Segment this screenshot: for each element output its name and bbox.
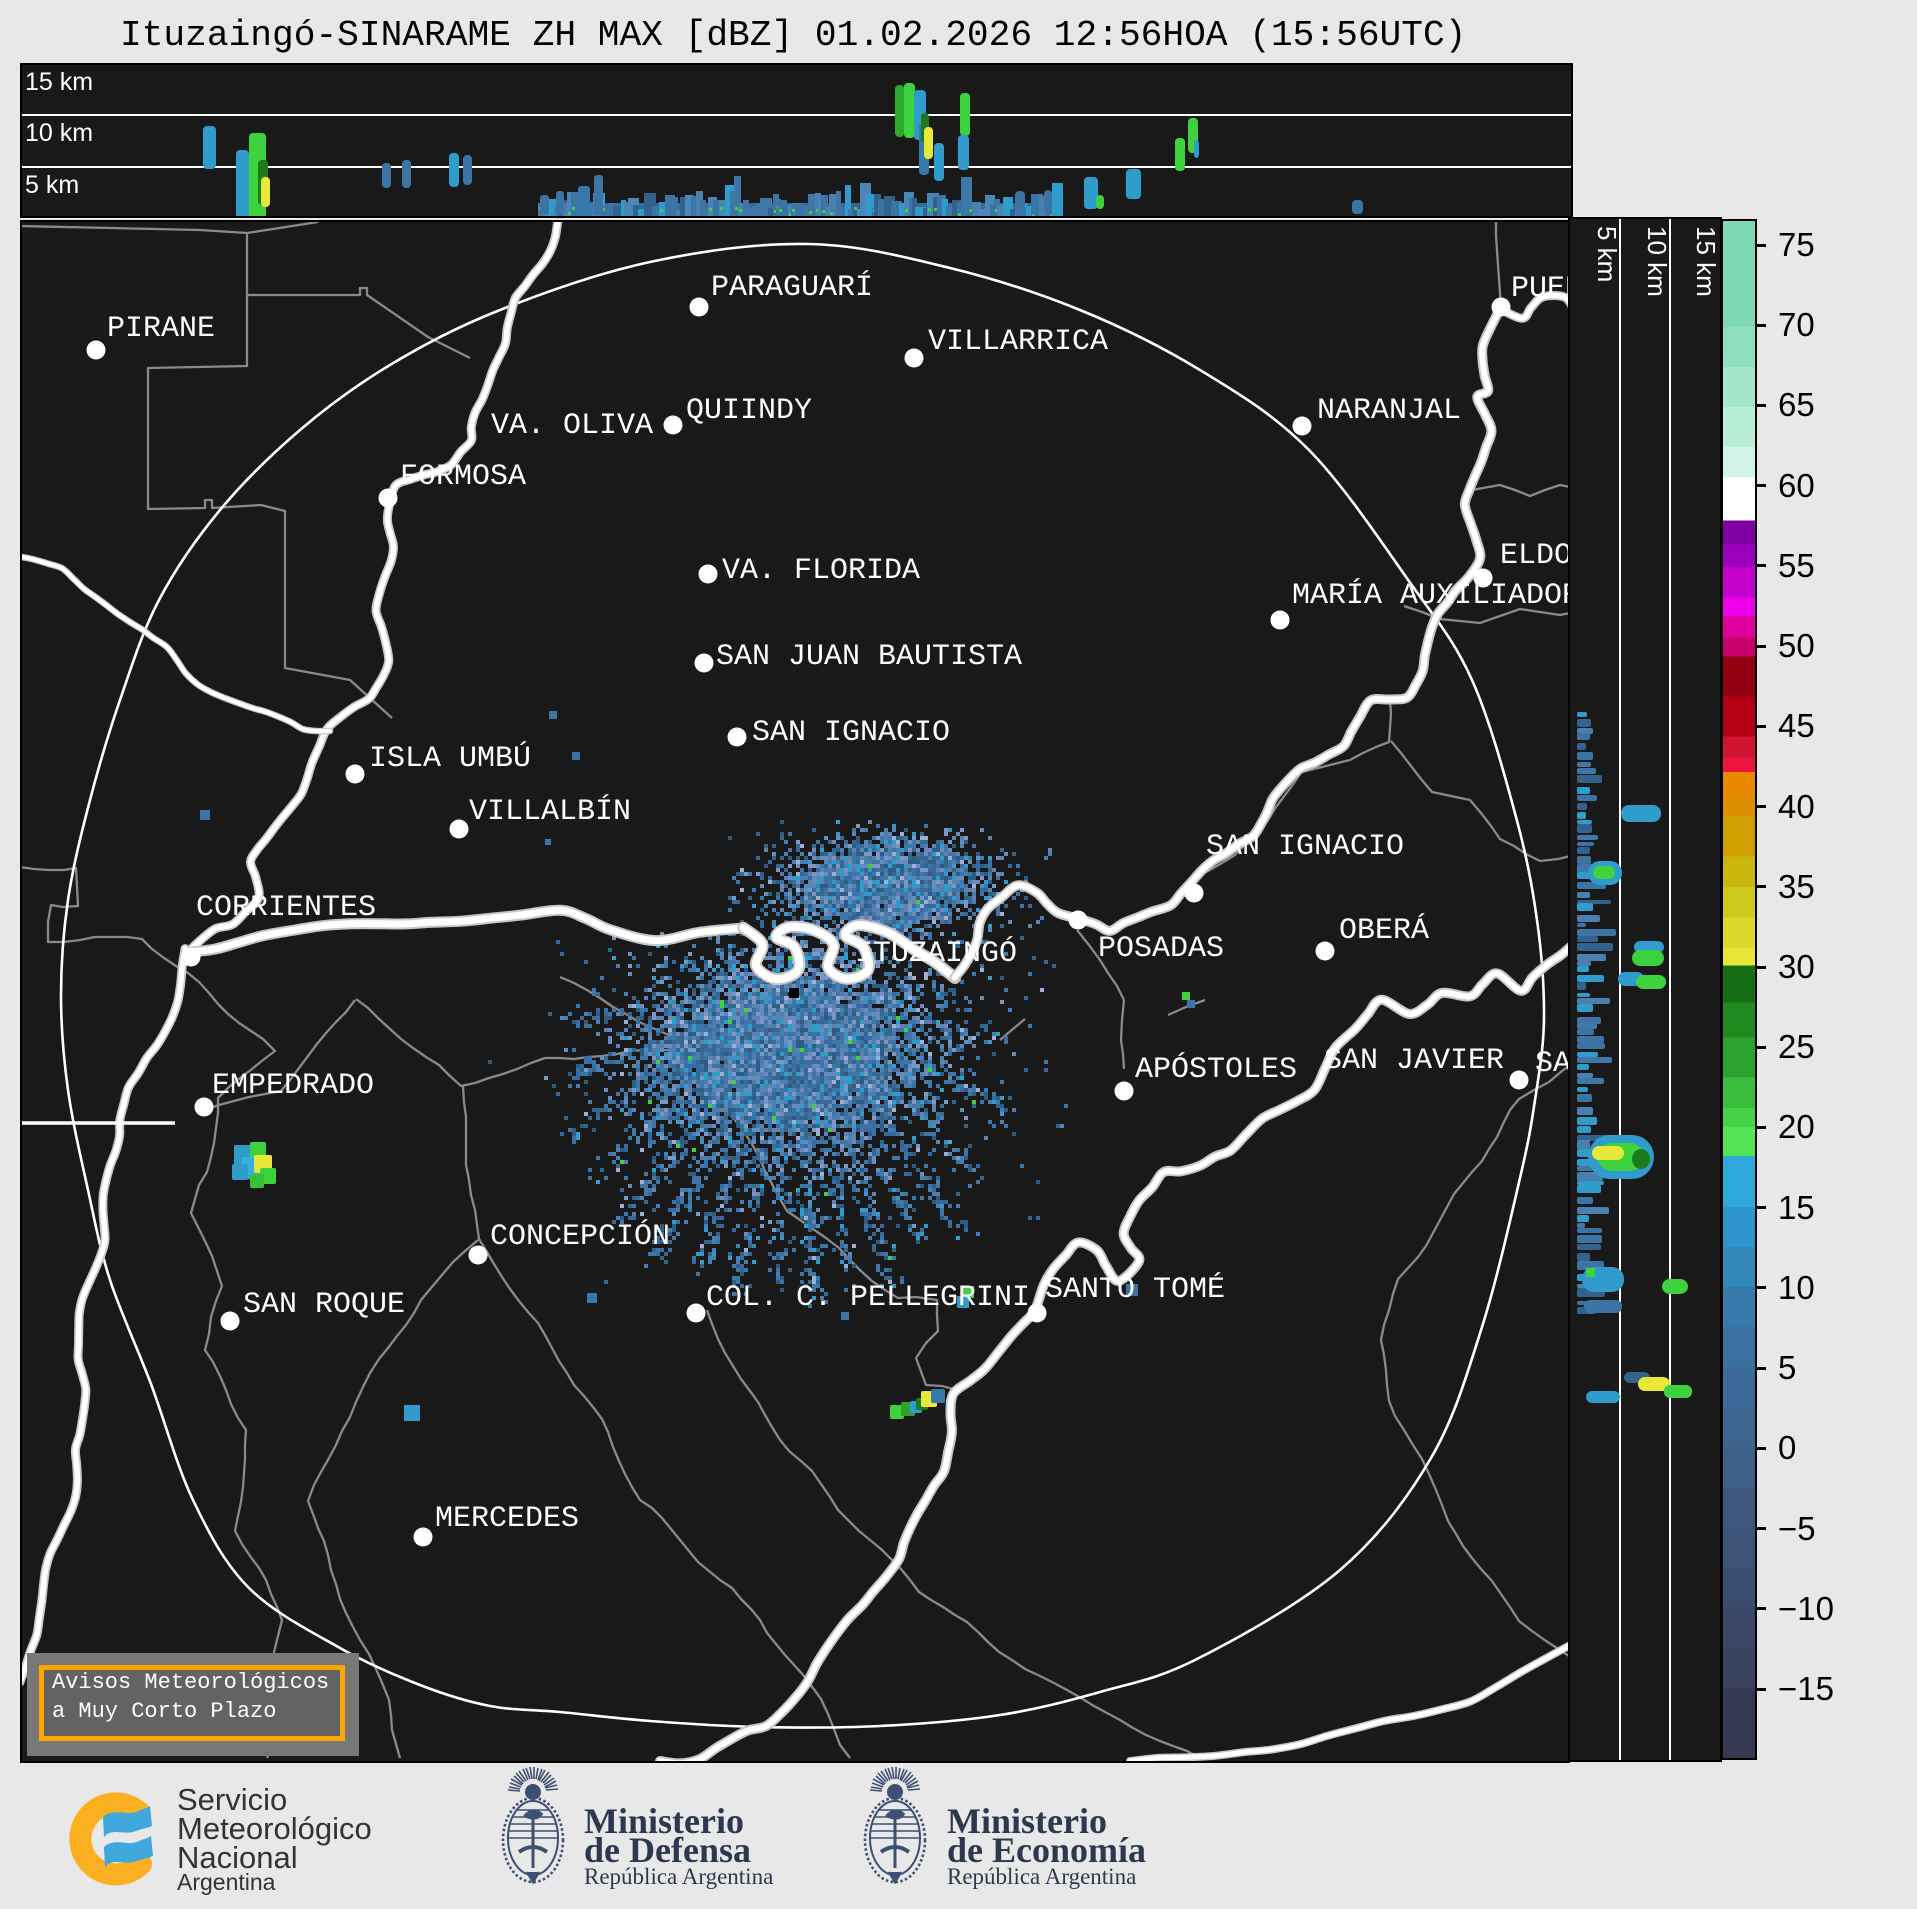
svg-text:Servicio: Servicio <box>177 1782 287 1817</box>
svg-text:OBERÁ: OBERÁ <box>1339 913 1429 948</box>
svg-text:PIRANE: PIRANE <box>107 312 215 346</box>
svg-text:QUIINDY: QUIINDY <box>686 394 812 428</box>
svg-text:5 km: 5 km <box>25 171 79 199</box>
svg-text:APÓSTOLES: APÓSTOLES <box>1135 1052 1297 1087</box>
svg-text:ISLA UMBÚ: ISLA UMBÚ <box>369 741 531 776</box>
svg-text:10 km: 10 km <box>25 119 93 147</box>
svg-text:ELDORADO: ELDORADO <box>1500 539 1568 573</box>
svg-text:República Argentina: República Argentina <box>947 1864 1136 1889</box>
svg-text:VA. OLIVA: VA. OLIVA <box>491 409 653 443</box>
svg-text:FORMOSA: FORMOSA <box>400 460 526 494</box>
svg-text:VILLARRICA: VILLARRICA <box>928 325 1108 359</box>
svg-text:MERCEDES: MERCEDES <box>435 1502 579 1536</box>
svg-text:SAN JUAN BAUTISTA: SAN JUAN BAUTISTA <box>716 640 1022 674</box>
svg-text:15 km: 15 km <box>1691 226 1720 297</box>
svg-text:SANTO TOMÉ: SANTO TOMÉ <box>1045 1272 1225 1307</box>
svg-text:PUER: PUER <box>1511 272 1568 306</box>
svg-text:SAN: SAN <box>1535 1047 1568 1081</box>
svg-text:Nacional: Nacional <box>177 1840 298 1875</box>
svg-text:CONCEPCIÓN: CONCEPCIÓN <box>490 1219 670 1254</box>
svg-text:de Economía: de Economía <box>947 1830 1146 1870</box>
svg-text:CORRIENTES: CORRIENTES <box>196 891 376 925</box>
svg-text:POSADAS: POSADAS <box>1098 932 1224 966</box>
svg-text:SAN JAVIER: SAN JAVIER <box>1324 1044 1504 1078</box>
svg-text:República Argentina: República Argentina <box>584 1864 773 1889</box>
svg-text:PARAGUARÍ: PARAGUARÍ <box>711 270 873 305</box>
svg-text:SAN ROQUE: SAN ROQUE <box>243 1288 405 1322</box>
svg-text:MARÍA AUXILIADORA: MARÍA AUXILIADORA <box>1292 578 1568 613</box>
svg-text:15 km: 15 km <box>25 68 93 96</box>
svg-text:de Defensa: de Defensa <box>584 1830 751 1870</box>
svg-text:EMPEDRADO: EMPEDRADO <box>212 1069 374 1103</box>
svg-text:COL. C. PELLEGRINI: COL. C. PELLEGRINI <box>706 1281 1030 1315</box>
svg-text:Ministerio: Ministerio <box>584 1801 744 1841</box>
svg-text:SAN IGNACIO: SAN IGNACIO <box>1206 830 1404 864</box>
svg-text:Meteorológico: Meteorológico <box>177 1811 372 1846</box>
svg-text:Argentina: Argentina <box>177 1869 276 1895</box>
svg-text:Ministerio: Ministerio <box>947 1801 1107 1841</box>
svg-text:VA. FLORIDA: VA. FLORIDA <box>722 554 920 588</box>
svg-text:NARANJAL: NARANJAL <box>1317 394 1461 428</box>
svg-text:5 km: 5 km <box>1592 226 1622 282</box>
svg-text:10 km: 10 km <box>1642 226 1672 297</box>
svg-text:SAN IGNACIO: SAN IGNACIO <box>752 716 950 750</box>
svg-text:VILLALBÍN: VILLALBÍN <box>469 794 631 829</box>
svg-text:ITUZAINGÓ: ITUZAINGÓ <box>855 936 1017 971</box>
